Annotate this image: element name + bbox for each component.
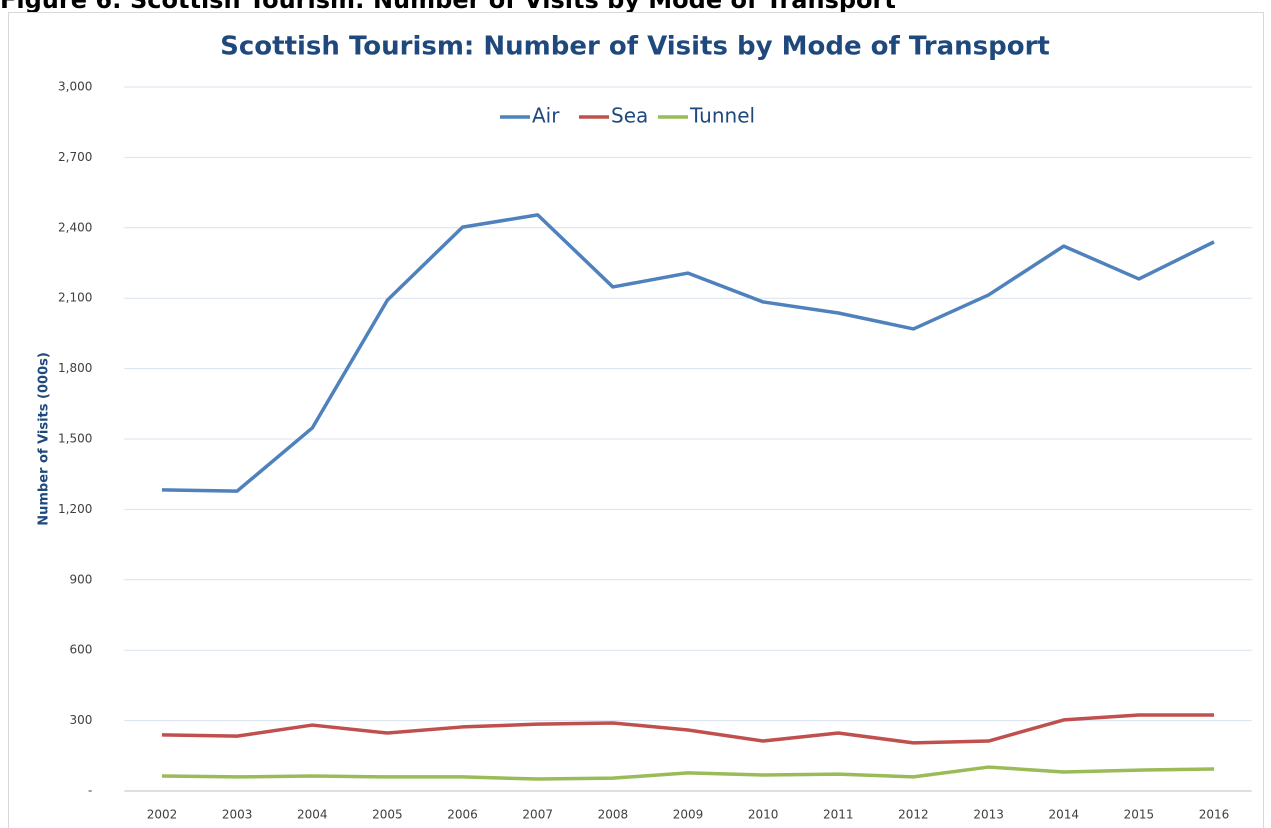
x-tick-label: 2002: [147, 808, 178, 822]
y-tick-label: 1,500: [58, 432, 92, 446]
x-tick-label: 2013: [973, 808, 1004, 822]
y-tick-label: -: [88, 784, 92, 798]
y-tick-label: 1,800: [58, 361, 92, 375]
x-tick-label: 2006: [447, 808, 478, 822]
legend-label: Sea: [611, 104, 648, 128]
y-tick-label: 2,100: [58, 291, 92, 305]
x-tick-label: 2007: [522, 808, 553, 822]
figure-caption: Figure 6: Scottish Tourism: Number of Vi…: [0, 0, 896, 14]
x-tick-label: 2014: [1048, 808, 1079, 822]
y-tick-label: 600: [69, 643, 92, 657]
y-tick-label: 300: [69, 713, 92, 727]
y-axis-label: Number of Visits (000s): [37, 352, 52, 526]
x-tick-label: 2010: [748, 808, 779, 822]
chart-title: Scottish Tourism: Number of Visits by Mo…: [220, 32, 1050, 62]
x-tick-label: 2005: [372, 808, 403, 822]
x-tick-label: 2009: [673, 808, 704, 822]
chart-border: [8, 12, 1264, 828]
x-tick-label: 2015: [1124, 808, 1155, 822]
y-tick-label: 900: [69, 572, 92, 586]
y-tick-label: 3,000: [58, 80, 92, 94]
y-tick-label: 1,200: [58, 502, 92, 516]
series-line: [161, 713, 1215, 745]
legend-label: Air: [532, 104, 560, 128]
x-tick-label: 2003: [222, 808, 253, 822]
x-tick-label: 2011: [823, 808, 854, 822]
series-line: [161, 213, 1215, 493]
y-tick-label: 2,700: [58, 150, 92, 164]
x-tick-label: 2004: [297, 808, 328, 822]
x-tick-label: 2016: [1199, 808, 1230, 822]
x-tick-label: 2008: [598, 808, 629, 822]
series-line: [161, 765, 1215, 781]
y-tick-label: 2,400: [58, 220, 92, 234]
x-tick-label: 2012: [898, 808, 929, 822]
legend-label: Tunnel: [689, 104, 755, 128]
